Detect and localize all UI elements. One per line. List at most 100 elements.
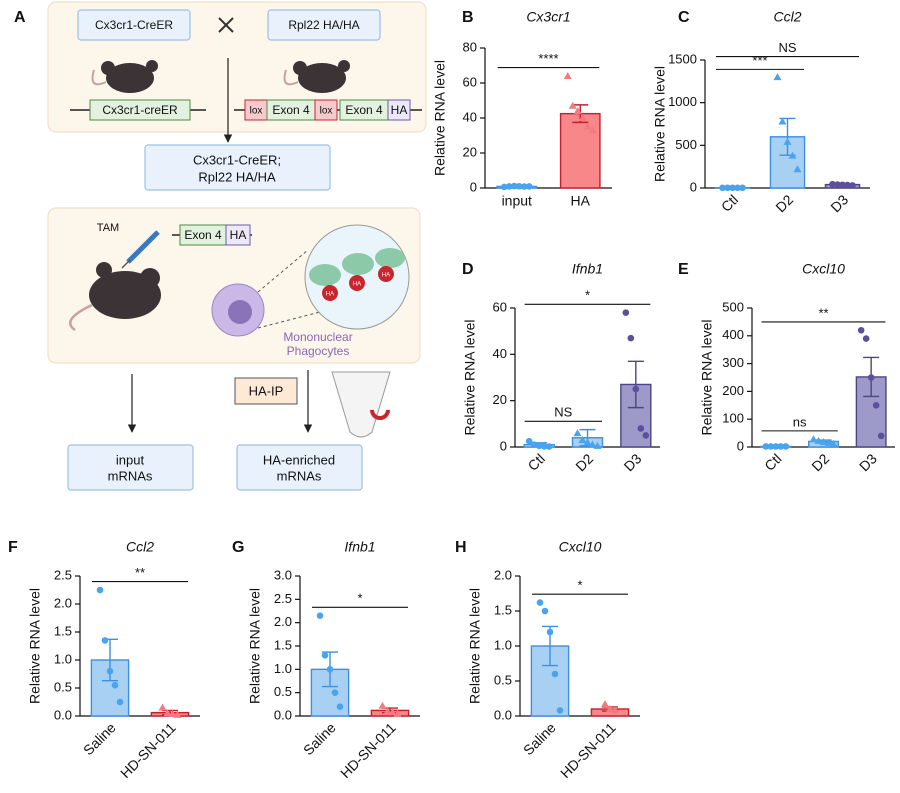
cell-label: Mononuclear bbox=[283, 330, 352, 344]
y-tick-label: 0.0 bbox=[494, 707, 512, 722]
data-point bbox=[762, 443, 770, 450]
lox-block bbox=[314, 99, 338, 121]
data-point bbox=[525, 183, 533, 190]
output-box bbox=[67, 444, 194, 491]
data-point bbox=[378, 701, 387, 709]
mouse bbox=[283, 60, 350, 93]
y-tick-label: 80 bbox=[463, 39, 477, 54]
panel-letter: C bbox=[678, 9, 690, 26]
data-point bbox=[556, 707, 564, 714]
gene-label: Cx3cr1-creER bbox=[102, 103, 178, 117]
ha-tag bbox=[378, 266, 394, 282]
gene-label: HA bbox=[391, 103, 408, 117]
output-label: mRNAs bbox=[108, 468, 153, 483]
x-tick-label: HD-SN-011 bbox=[117, 719, 179, 781]
data-point bbox=[857, 326, 865, 334]
y-tick-label: 0.0 bbox=[54, 707, 72, 722]
mouse bbox=[69, 262, 161, 332]
data-point bbox=[500, 183, 508, 191]
y-axis-label: Relative RNA level bbox=[467, 588, 483, 704]
data-point bbox=[642, 432, 650, 439]
y-tick-label: 0 bbox=[690, 179, 697, 194]
significance-label: * bbox=[585, 288, 590, 303]
x-tick-label: D3 bbox=[856, 450, 880, 474]
y-tick-label: 200 bbox=[722, 383, 744, 398]
data-point bbox=[739, 184, 746, 192]
data-point bbox=[520, 183, 528, 190]
data-point bbox=[551, 670, 559, 678]
y-tick-label: 40 bbox=[493, 346, 507, 361]
y-tick-label: 20 bbox=[493, 392, 507, 407]
data-point bbox=[611, 706, 619, 714]
y-axis-label: Relative RNA level bbox=[27, 588, 43, 704]
data-point bbox=[588, 126, 597, 134]
treatment-label: TAM bbox=[97, 222, 119, 234]
x-tick-label: D2 bbox=[572, 450, 596, 474]
cell bbox=[211, 283, 265, 337]
data-point bbox=[111, 681, 119, 689]
y-tick-label: 2.5 bbox=[54, 567, 72, 582]
x-tick-label: Ctl bbox=[524, 450, 547, 473]
offspring-label: Cx3cr1-CreER; bbox=[193, 152, 281, 167]
y-tick-label: 300 bbox=[722, 355, 744, 370]
y-axis-label: Relative RNA level bbox=[432, 60, 448, 176]
ip-box bbox=[234, 377, 298, 405]
ha-block bbox=[387, 99, 411, 121]
panel-letter: B bbox=[462, 9, 474, 26]
data-point bbox=[540, 443, 548, 450]
y-tick-label: 1.0 bbox=[494, 637, 512, 652]
data-point bbox=[545, 443, 553, 450]
y-tick-label: 60 bbox=[493, 299, 507, 314]
offspring-label: Rpl22 HA/HA bbox=[198, 169, 276, 184]
data-point bbox=[593, 441, 602, 449]
data-point bbox=[782, 443, 790, 450]
data-point bbox=[388, 708, 397, 716]
y-tick-label: 0.5 bbox=[494, 672, 512, 687]
data-point bbox=[563, 72, 572, 79]
data-point bbox=[819, 437, 828, 445]
y-tick-label: 3.0 bbox=[274, 567, 292, 582]
parent-label: Rpl22 HA/HA bbox=[288, 18, 359, 32]
magnet bbox=[370, 409, 390, 420]
significance-label: * bbox=[577, 578, 582, 593]
x-tick-label: HA bbox=[571, 193, 591, 209]
data-point bbox=[814, 436, 823, 444]
y-tick-label: 0.5 bbox=[274, 684, 292, 699]
data-point bbox=[729, 184, 736, 192]
data-point bbox=[849, 182, 856, 189]
chart-title: Ifnb1 bbox=[344, 539, 375, 555]
y-tick-label: 2.0 bbox=[494, 567, 512, 582]
data-point bbox=[829, 439, 838, 447]
chart-title: Ccl2 bbox=[126, 539, 154, 555]
data-point bbox=[637, 425, 645, 432]
data-point bbox=[583, 438, 592, 446]
x-tick-label: Saline bbox=[300, 719, 339, 758]
y-tick-label: 500 bbox=[675, 137, 697, 152]
data-point bbox=[719, 184, 726, 192]
y-tick-label: 0 bbox=[737, 438, 744, 453]
data-point bbox=[578, 114, 587, 121]
tube bbox=[331, 371, 391, 438]
ha-tag bbox=[322, 285, 338, 301]
data-point bbox=[583, 122, 592, 130]
ha-tag-label: HA bbox=[382, 273, 390, 279]
panel-letter: D bbox=[462, 261, 474, 278]
data-point bbox=[321, 652, 329, 659]
data-point bbox=[116, 698, 124, 706]
gene-label: Exon 4 bbox=[272, 103, 310, 117]
output-box bbox=[236, 444, 363, 491]
y-tick-label: 40 bbox=[463, 109, 477, 124]
y-tick-label: 100 bbox=[722, 411, 744, 426]
significance-label: NS bbox=[554, 405, 572, 420]
ha-tag-label: HA bbox=[353, 282, 361, 288]
data-point bbox=[173, 710, 182, 718]
bar bbox=[769, 136, 806, 189]
data-point bbox=[573, 429, 582, 437]
cell-label: Phagocytes bbox=[287, 344, 350, 358]
y-tick-label: 1.5 bbox=[494, 602, 512, 617]
data-point bbox=[772, 443, 780, 450]
x-tick-label: Saline bbox=[520, 719, 559, 758]
data-point bbox=[383, 707, 392, 715]
error-bar bbox=[627, 360, 644, 409]
